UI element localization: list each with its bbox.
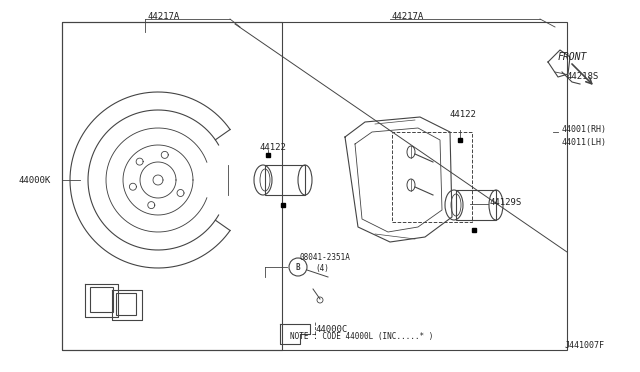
Text: J441007F: J441007F: [565, 341, 605, 350]
Text: 08041-2351A: 08041-2351A: [300, 253, 351, 262]
Text: 44011(LH): 44011(LH): [562, 138, 607, 147]
Bar: [116, 293, 136, 315]
Text: FRONT: FRONT: [558, 52, 588, 62]
Text: B: B: [296, 263, 300, 272]
Text: 44122: 44122: [260, 142, 287, 151]
Bar: [62, 22, 282, 350]
Text: 44217A: 44217A: [392, 12, 424, 20]
Text: 44122: 44122: [450, 109, 477, 119]
Bar: [265, 165, 305, 195]
Bar: [392, 132, 472, 222]
Text: 44218S: 44218S: [567, 71, 599, 80]
Bar: [456, 190, 496, 220]
Bar: [62, 22, 567, 350]
Text: 44217A: 44217A: [148, 12, 180, 20]
Bar: [90, 287, 113, 312]
Text: 44001(RH): 44001(RH): [562, 125, 607, 134]
Text: (4): (4): [315, 264, 329, 273]
Text: 44129S: 44129S: [490, 198, 522, 206]
Text: 44000K: 44000K: [18, 176, 51, 185]
Text: NOTE : CODE 44000L (INC.....* ): NOTE : CODE 44000L (INC.....* ): [290, 333, 433, 341]
Text: 44000C: 44000C: [316, 326, 348, 334]
